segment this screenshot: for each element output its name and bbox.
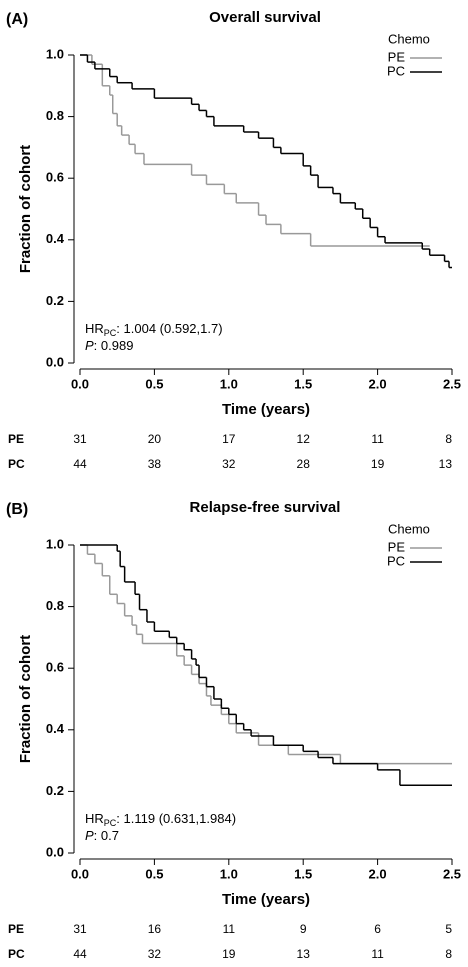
x-tick-label: 1.0: [220, 866, 238, 881]
y-tick-label: 0.6: [46, 660, 64, 675]
y-tick-label: 0.2: [46, 293, 64, 308]
x-tick-label: 2.5: [443, 866, 461, 881]
hr-text: : 1.119 (0.631,1.984): [116, 811, 236, 826]
risk-count: 11: [371, 432, 384, 446]
legend-label: PC: [387, 63, 405, 78]
y-axis-label: Fraction of cohort: [17, 635, 34, 763]
y-tick-label: 0.8: [46, 108, 64, 123]
risk-row-label: PC: [8, 947, 25, 961]
hr-text: : 1.004 (0.592,1.7): [116, 321, 222, 336]
y-tick-label: 0.0: [46, 844, 64, 859]
y-tick-label: 1.0: [46, 536, 64, 551]
hr-annotation: HRPC: 1.119 (0.631,1.984): [85, 811, 236, 828]
risk-count: 5: [445, 922, 452, 936]
legend-label: PE: [388, 539, 406, 554]
risk-count: 11: [371, 947, 384, 961]
legend-title: Chemo: [388, 521, 430, 536]
risk-count: 32: [148, 947, 162, 961]
hr-annotation: HRPC: 1.004 (0.592,1.7): [85, 321, 223, 338]
risk-count: 31: [73, 432, 87, 446]
x-axis-label: Time (years): [222, 401, 310, 418]
risk-count: 8: [445, 432, 452, 446]
risk-count: 28: [297, 457, 311, 471]
x-tick-label: 1.5: [294, 376, 312, 391]
risk-count: 11: [223, 922, 236, 936]
panel-label: (B): [6, 501, 28, 518]
risk-count: 13: [439, 457, 453, 471]
x-tick-label: 0.0: [71, 376, 89, 391]
legend-label: PC: [387, 553, 405, 568]
hr-sub: PC: [104, 328, 117, 338]
x-tick-label: 0.5: [145, 376, 163, 391]
risk-count: 19: [222, 947, 236, 961]
risk-count: 32: [222, 457, 236, 471]
x-tick-label: 1.5: [294, 866, 312, 881]
x-axis-label: Time (years): [222, 891, 310, 908]
hr-label: HR: [85, 321, 104, 336]
risk-count: 19: [371, 457, 385, 471]
y-tick-label: 0.0: [46, 354, 64, 369]
risk-count: 8: [445, 947, 452, 961]
chart-title: Overall survival: [209, 9, 321, 26]
y-tick-label: 0.4: [46, 231, 65, 246]
y-tick-label: 1.0: [46, 46, 64, 61]
y-tick-label: 0.6: [46, 170, 64, 185]
y-tick-label: 0.8: [46, 598, 64, 613]
risk-count: 44: [73, 457, 87, 471]
risk-count: 13: [297, 947, 311, 961]
x-tick-label: 2.5: [443, 376, 461, 391]
legend-title: Chemo: [388, 31, 430, 46]
p-text: : 0.989: [94, 338, 134, 353]
risk-count: 6: [374, 922, 381, 936]
y-axis-label: Fraction of cohort: [17, 145, 34, 273]
chart-title: Relapse-free survival: [190, 499, 341, 516]
p-annotation: P: 0.989: [85, 338, 133, 353]
p-text: : 0.7: [94, 828, 119, 843]
x-tick-label: 2.0: [369, 866, 387, 881]
p-label: P: [85, 828, 94, 843]
risk-count: 9: [300, 922, 307, 936]
risk-row-label: PE: [8, 922, 24, 936]
y-tick-label: 0.4: [46, 721, 65, 736]
x-tick-label: 0.5: [145, 866, 163, 881]
p-annotation: P: 0.7: [85, 828, 119, 843]
hr-label: HR: [85, 811, 104, 826]
risk-row-label: PE: [8, 432, 24, 446]
y-tick-label: 0.2: [46, 783, 64, 798]
risk-row-label: PC: [8, 457, 25, 471]
risk-count: 12: [297, 432, 311, 446]
risk-count: 16: [148, 922, 162, 936]
x-tick-label: 1.0: [220, 376, 238, 391]
panel-label: (A): [6, 11, 28, 28]
risk-count: 17: [222, 432, 236, 446]
hr-sub: PC: [104, 818, 117, 828]
risk-count: 20: [148, 432, 162, 446]
risk-count: 31: [73, 922, 87, 936]
p-label: P: [85, 338, 94, 353]
risk-count: 44: [73, 947, 87, 961]
legend-label: PE: [388, 49, 406, 64]
x-tick-label: 0.0: [71, 866, 89, 881]
risk-count: 38: [148, 457, 162, 471]
x-tick-label: 2.0: [369, 376, 387, 391]
